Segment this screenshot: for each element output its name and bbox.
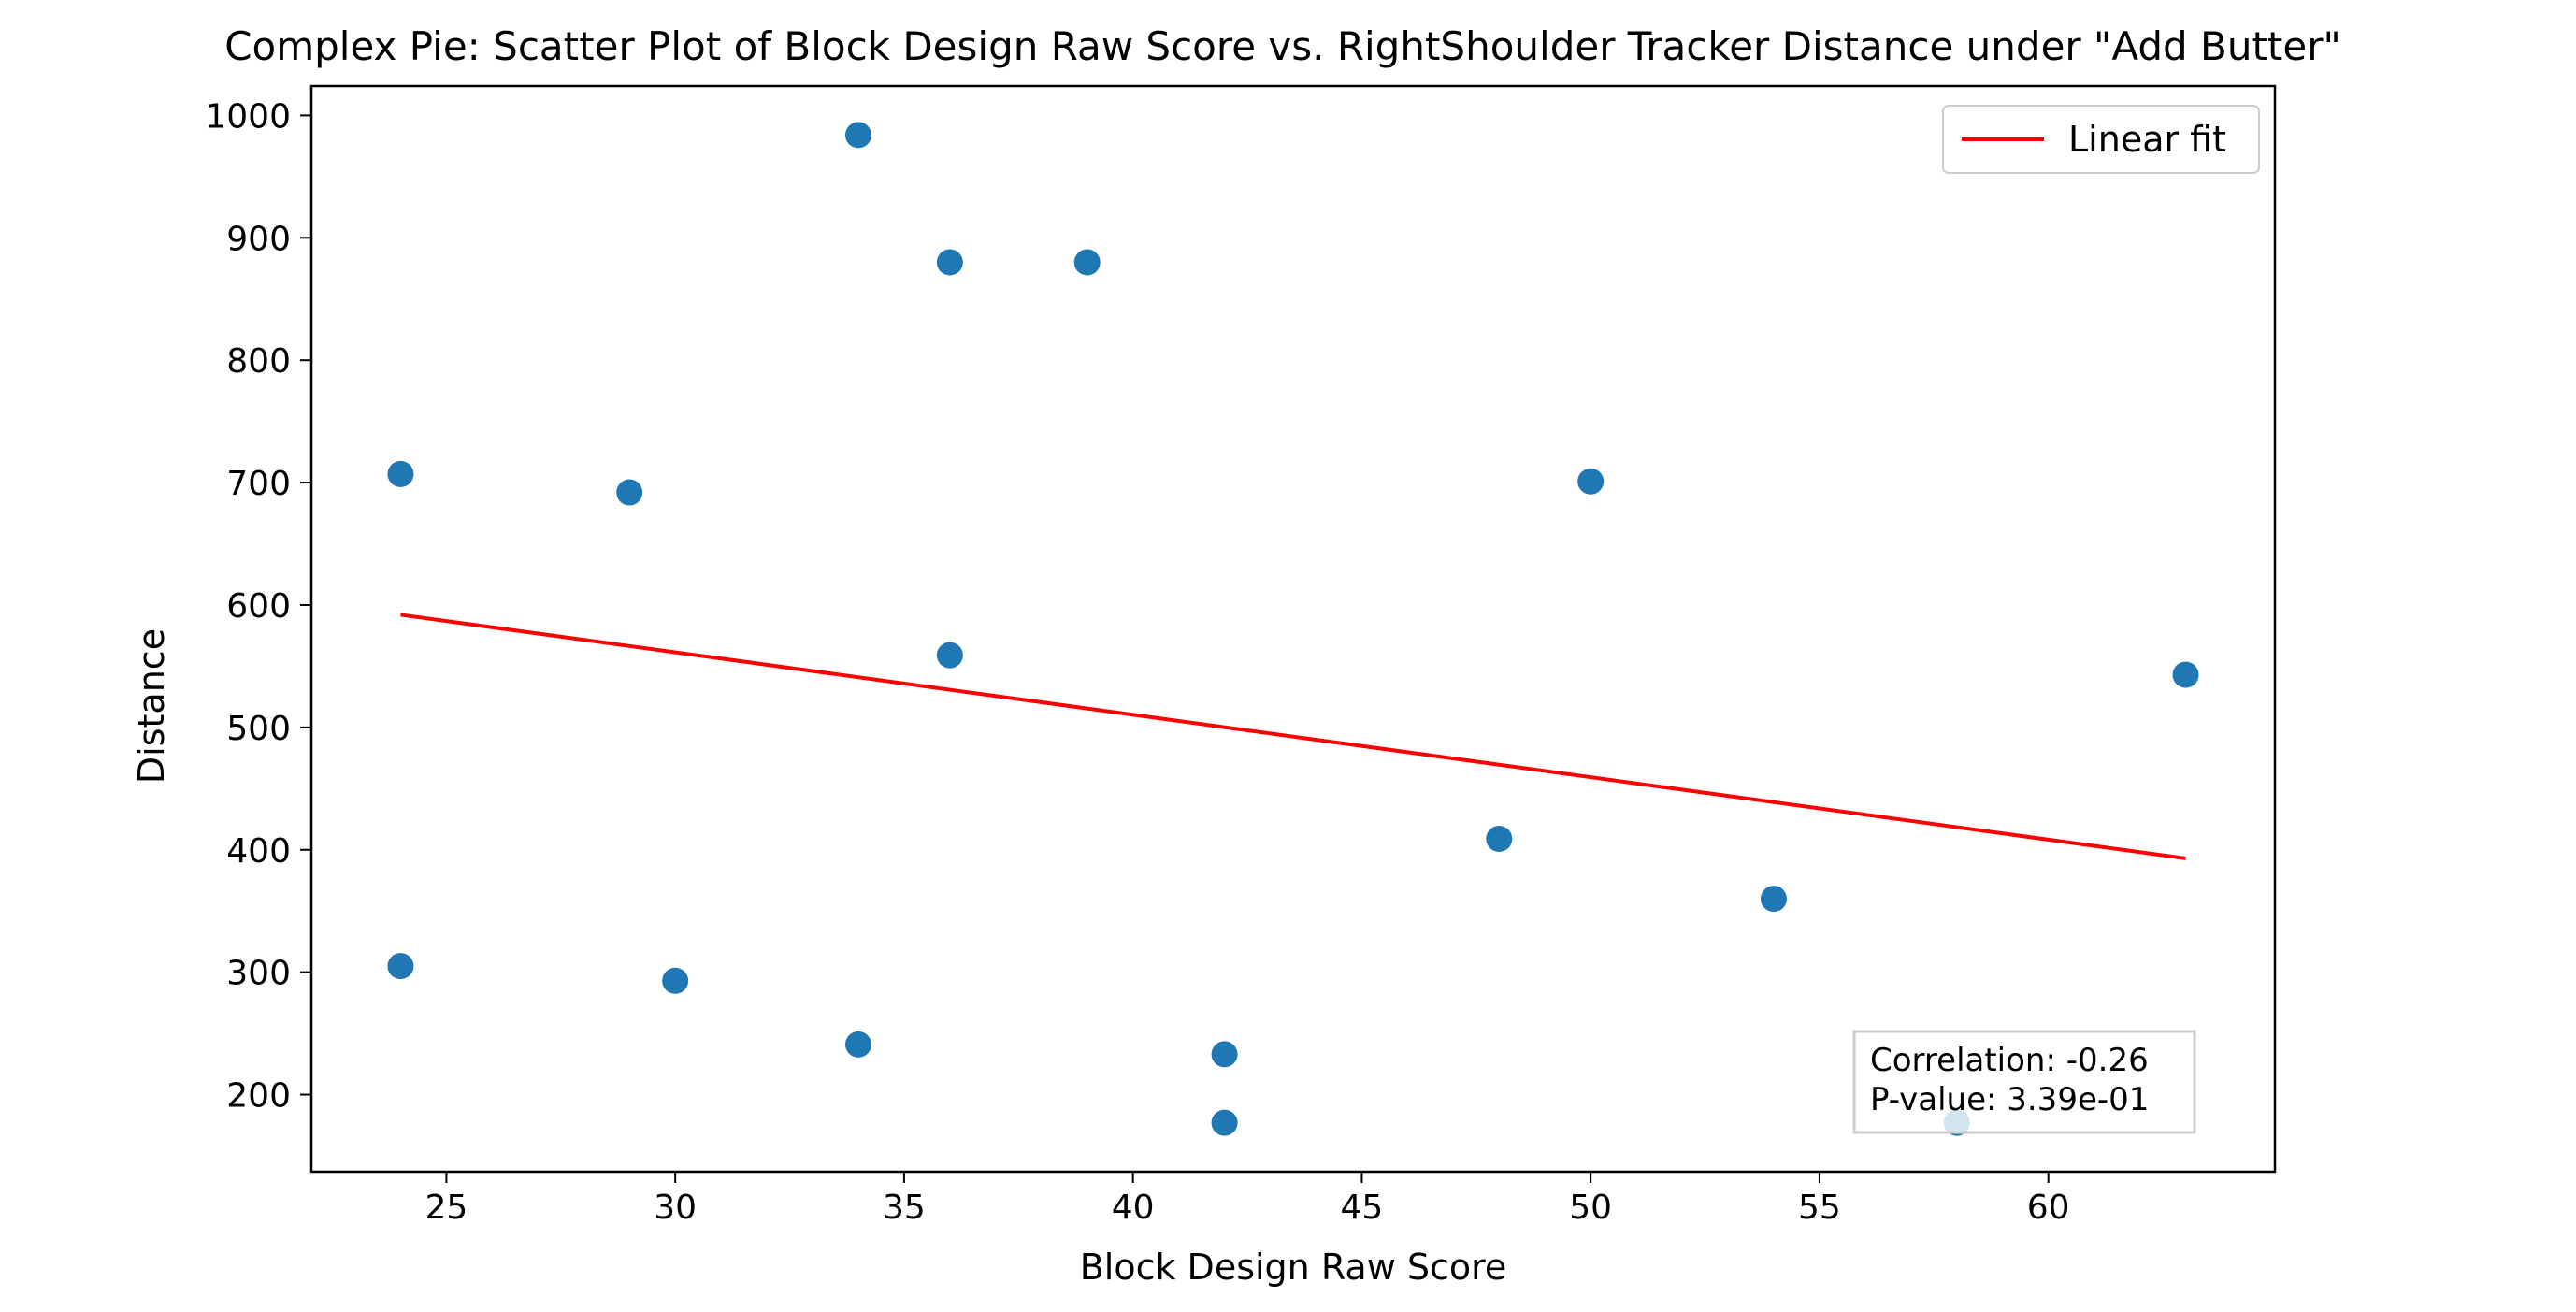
data-point [844,1031,871,1058]
data-point [936,642,963,669]
x-tick-label: 40 [1112,1189,1155,1227]
data-point [387,460,414,487]
data-point [1073,249,1101,276]
x-tick-label: 45 [1341,1189,1384,1227]
y-tick-label: 300 [226,955,291,993]
x-tick-label: 25 [425,1189,468,1227]
x-tick-label: 35 [883,1189,926,1227]
x-tick-label: 60 [2027,1189,2070,1227]
data-point [1211,1041,1238,1068]
y-tick-label: 900 [226,220,291,258]
legend-label: Linear fit [2068,119,2226,160]
data-point [662,967,689,994]
chart-title: Complex Pie: Scatter Plot of Block Desig… [224,23,2341,69]
stats-line: P-value: 3.39e-01 [1870,1081,2149,1118]
data-point [1486,825,1513,852]
data-point [2172,661,2199,688]
x-tick-label: 50 [1569,1189,1612,1227]
y-tick-label: 800 [226,342,291,381]
y-tick-label: 400 [226,832,291,871]
y-tick-label: 1000 [205,97,291,136]
data-point [844,122,871,149]
x-axis-label: Block Design Raw Score [1080,1247,1507,1288]
legend: Linear fit [1942,105,2260,174]
data-point [1577,468,1605,495]
y-tick-label: 200 [226,1077,291,1116]
data-point [616,479,643,506]
fit-line [400,613,2186,860]
data-point [936,249,963,276]
stats-annotation: Correlation: -0.26P-value: 3.39e-01 [1852,1030,2196,1134]
y-tick-label: 600 [226,587,291,626]
data-point [1211,1109,1238,1136]
x-tick-label: 55 [1798,1189,1841,1227]
stats-box [1852,1030,2196,1134]
legend-frame [1942,105,2260,174]
x-tick-label: 30 [654,1189,697,1227]
data-point [387,953,414,980]
stats-line: Correlation: -0.26 [1870,1042,2149,1079]
data-point [1760,886,1787,913]
plot-area: 25 30 35 40 45 50 55 60 200 300 400 500 600 700 800 900… [205,84,2277,1227]
y-axis-label: Distance [131,628,172,784]
plot-frame [309,84,2277,1174]
y-tick-label: 700 [226,465,291,503]
y-tick-label: 500 [226,710,291,748]
